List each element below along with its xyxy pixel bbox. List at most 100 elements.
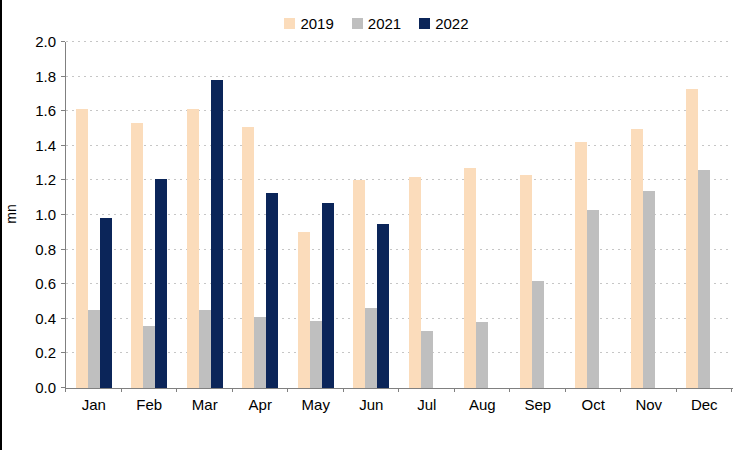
x-axis-tick (676, 388, 677, 392)
legend-item-2021: 2021 (352, 15, 401, 32)
y-tick-label: 1.8 (2, 68, 56, 86)
legend-label-2022: 2022 (435, 15, 468, 32)
x-axis-tick (65, 388, 66, 392)
y-tick-label: 0.8 (2, 241, 56, 259)
y-axis-tick (61, 179, 65, 180)
legend-swatch-2021 (352, 18, 363, 29)
bar-2021-jul (421, 331, 433, 388)
bars-container (66, 42, 732, 388)
bar-group-oct (566, 42, 622, 388)
bar-2021-nov (643, 191, 655, 388)
legend-item-2022: 2022 (419, 15, 468, 32)
bar-2019-apr (242, 127, 254, 388)
x-axis-tick (121, 388, 122, 392)
bar-2021-jun (365, 308, 377, 388)
bar-2019-mar (187, 109, 199, 388)
bar-2022-feb (155, 179, 167, 388)
x-tick-label-jan: Jan (66, 396, 122, 413)
bar-group-dec (677, 42, 733, 388)
x-axis-tick (287, 388, 288, 392)
x-axis-tick (454, 388, 455, 392)
x-tick-label-oct: Oct (566, 396, 622, 413)
bar-2022-jun (377, 224, 389, 388)
x-tick-label-aug: Aug (455, 396, 511, 413)
x-tick-label-nov: Nov (621, 396, 677, 413)
x-axis-tick (509, 388, 510, 392)
x-axis-tick (565, 388, 566, 392)
x-tick-label-feb: Feb (122, 396, 178, 413)
bar-group-sep (510, 42, 566, 388)
legend-label-2021: 2021 (368, 15, 401, 32)
x-tick-label-jun: Jun (344, 396, 400, 413)
bar-2019-oct (575, 142, 587, 388)
bar-2019-jan (76, 109, 88, 388)
x-axis-tick (176, 388, 177, 392)
y-tick-label: 0.0 (2, 379, 56, 397)
bar-2019-may (298, 232, 310, 388)
bar-2019-sep (520, 175, 532, 388)
y-tick-label: 0.2 (2, 344, 56, 362)
bar-group-apr (233, 42, 289, 388)
y-axis-labels: 0.00.20.40.60.81.01.21.41.61.82.0 (2, 42, 56, 388)
legend-swatch-2019 (284, 18, 295, 29)
bar-2021-oct (587, 210, 599, 388)
bar-2021-feb (143, 326, 155, 388)
bar-group-aug (455, 42, 511, 388)
x-tick-label-sep: Sep (510, 396, 566, 413)
y-axis-tick (61, 76, 65, 77)
y-axis-tick (61, 249, 65, 250)
y-axis-tick (61, 145, 65, 146)
y-axis-tick (61, 352, 65, 353)
x-axis-tick (232, 388, 233, 392)
bar-2021-apr (254, 317, 266, 388)
bar-2022-jan (100, 218, 112, 388)
x-tick-label-may: May (288, 396, 344, 413)
y-tick-label: 1.2 (2, 171, 56, 189)
x-axis-tick (343, 388, 344, 392)
y-axis-tick (61, 41, 65, 42)
bar-2022-apr (266, 193, 278, 388)
y-tick-label: 2.0 (2, 33, 56, 51)
x-tick-label-dec: Dec (677, 396, 733, 413)
bar-group-may (288, 42, 344, 388)
y-tick-label: 1.4 (2, 137, 56, 155)
bar-2021-sep (532, 281, 544, 388)
x-axis-labels: JanFebMarAprMayJunJulAugSepOctNovDec (66, 396, 732, 413)
bar-2021-jan (88, 310, 100, 388)
x-axis-tick (398, 388, 399, 392)
bar-2021-may (310, 321, 322, 388)
y-tick-label: 1.6 (2, 102, 56, 120)
bar-2022-may (322, 203, 334, 388)
x-axis-tick (731, 388, 732, 392)
chart-canvas: 201920212022 mn 0.00.20.40.60.81.01.21.4… (0, 0, 751, 450)
y-tick-label: 1.0 (2, 206, 56, 224)
bar-group-nov (621, 42, 677, 388)
chart-legend: 2019 2021 2022 (2, 15, 751, 32)
y-axis-tick (61, 283, 65, 284)
legend-swatch-2022 (419, 18, 430, 29)
bar-2021-mar (199, 310, 211, 388)
y-axis-tick (61, 318, 65, 319)
bar-group-jan (66, 42, 122, 388)
y-tick-label: 0.6 (2, 275, 56, 293)
bar-2022-mar (211, 80, 223, 388)
bar-2019-jun (353, 180, 365, 388)
bar-2021-dec (698, 170, 710, 388)
x-axis-tick (620, 388, 621, 392)
bar-group-jul (399, 42, 455, 388)
bar-2019-aug (464, 168, 476, 388)
y-axis-tick (61, 110, 65, 111)
y-axis-tick (61, 214, 65, 215)
bar-2019-dec (686, 89, 698, 388)
x-tick-label-jul: Jul (399, 396, 455, 413)
bar-2019-jul (409, 177, 421, 388)
bar-group-jun (344, 42, 400, 388)
legend-item-2019: 2019 (284, 15, 333, 32)
bar-2019-feb (131, 123, 143, 388)
x-tick-label-apr: Apr (233, 396, 289, 413)
x-tick-label-mar: Mar (177, 396, 233, 413)
bar-2021-aug (476, 322, 488, 388)
plot-area (66, 42, 732, 388)
bar-2019-nov (631, 129, 643, 389)
bar-group-feb (122, 42, 178, 388)
